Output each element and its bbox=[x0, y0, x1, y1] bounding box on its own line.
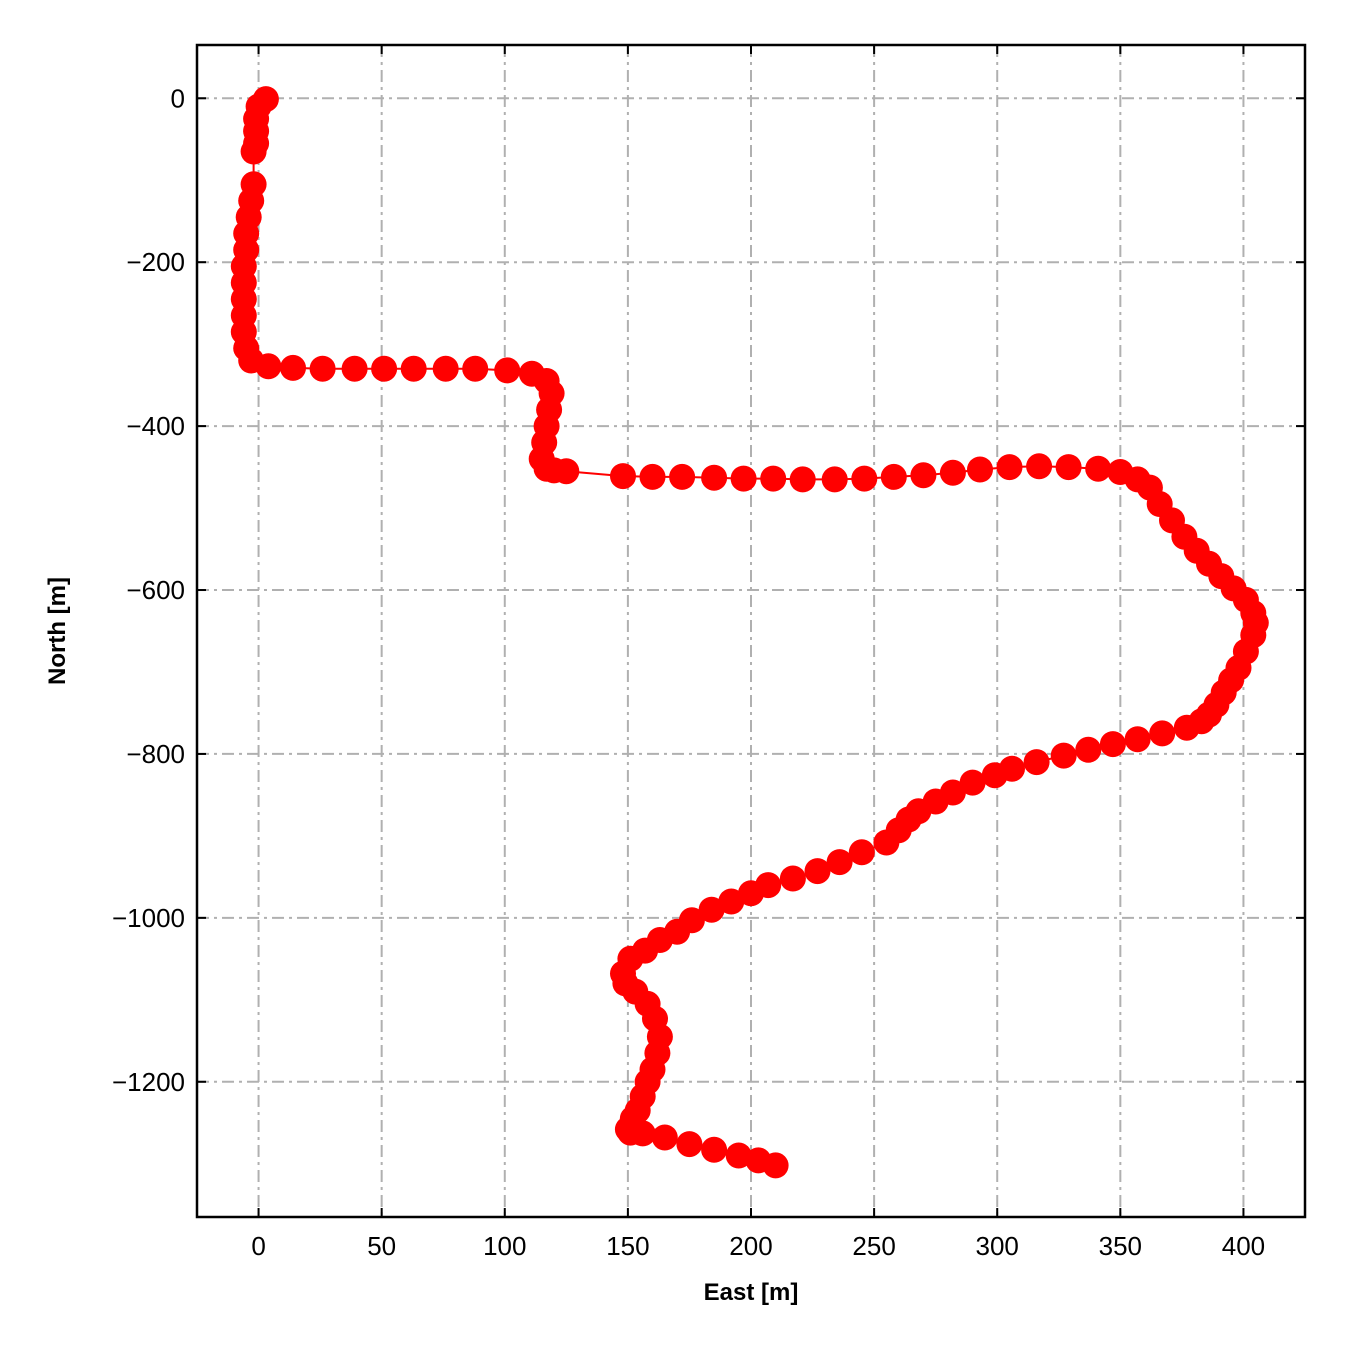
data-point bbox=[880, 463, 907, 490]
data-point bbox=[821, 466, 848, 493]
data-point bbox=[280, 354, 306, 381]
data-point bbox=[851, 465, 878, 492]
y-axis-label: North [m] bbox=[44, 577, 71, 685]
x-axis-label: East [m] bbox=[704, 1279, 799, 1306]
data-point bbox=[1026, 453, 1053, 480]
x-tick-label: 200 bbox=[729, 1231, 772, 1261]
data-point bbox=[1023, 749, 1050, 776]
data-point bbox=[553, 458, 580, 485]
x-tick-label: 150 bbox=[606, 1231, 649, 1261]
data-point bbox=[255, 353, 282, 380]
tick-labels: 0 50 100 150 200 250 300 350 400 0 −200 −400 −600 −80… bbox=[112, 83, 1265, 1261]
y-tick-label: −200 bbox=[126, 247, 185, 277]
data-point bbox=[1124, 726, 1151, 753]
data-point bbox=[848, 839, 875, 866]
data-point bbox=[639, 463, 666, 490]
x-tick-label: 300 bbox=[976, 1231, 1019, 1261]
data-point bbox=[651, 1124, 678, 1151]
data-point bbox=[462, 355, 489, 382]
x-tick-label: 50 bbox=[367, 1231, 396, 1261]
data-point bbox=[698, 896, 725, 923]
y-tick-label: −600 bbox=[126, 575, 185, 605]
data-point bbox=[432, 355, 459, 382]
data-point bbox=[701, 464, 728, 491]
y-tick-label: 0 bbox=[171, 83, 185, 113]
data-point bbox=[629, 1120, 656, 1147]
data-point bbox=[371, 355, 398, 382]
data-point bbox=[1075, 736, 1102, 763]
series-layer bbox=[230, 86, 1269, 1179]
data-point bbox=[779, 865, 806, 892]
data-point bbox=[1149, 720, 1176, 747]
data-point bbox=[669, 463, 696, 490]
data-point bbox=[873, 829, 900, 856]
data-point bbox=[701, 1136, 728, 1163]
data-point bbox=[730, 465, 757, 492]
ticks bbox=[197, 45, 1305, 1217]
data-point bbox=[967, 456, 993, 483]
data-point bbox=[981, 762, 1008, 789]
data-point bbox=[804, 858, 831, 885]
data-point bbox=[760, 465, 787, 492]
data-point bbox=[738, 880, 764, 907]
data-point bbox=[1055, 454, 1082, 481]
data-point bbox=[762, 1152, 789, 1179]
data-point bbox=[939, 459, 966, 486]
x-tick-label: 250 bbox=[852, 1231, 895, 1261]
data-point bbox=[1050, 742, 1077, 769]
y-tick-label: −1200 bbox=[112, 1067, 185, 1097]
y-tick-label: −1000 bbox=[112, 903, 185, 933]
data-point bbox=[996, 454, 1023, 481]
x-tick-label: 350 bbox=[1099, 1231, 1142, 1261]
x-tick-label: 400 bbox=[1222, 1231, 1265, 1261]
data-point bbox=[959, 769, 986, 796]
data-point bbox=[240, 138, 267, 165]
data-point bbox=[826, 849, 853, 876]
data-point bbox=[910, 462, 937, 489]
data-point bbox=[676, 1131, 703, 1158]
grid bbox=[197, 45, 1305, 1217]
data-point bbox=[341, 355, 368, 382]
y-tick-label: −400 bbox=[126, 411, 185, 441]
data-point bbox=[494, 357, 521, 384]
data-point bbox=[1173, 714, 1200, 741]
data-point bbox=[789, 466, 816, 493]
series-line bbox=[242, 98, 1257, 1167]
data-point bbox=[309, 355, 336, 382]
x-tick-label: 0 bbox=[251, 1231, 265, 1261]
data-point bbox=[725, 1142, 752, 1169]
y-tick-label: −800 bbox=[126, 739, 185, 769]
data-point bbox=[1085, 455, 1112, 482]
data-point bbox=[718, 888, 745, 915]
data-point bbox=[400, 355, 427, 382]
data-point bbox=[1099, 731, 1126, 758]
data-point bbox=[610, 463, 636, 490]
x-tick-label: 100 bbox=[483, 1231, 526, 1261]
